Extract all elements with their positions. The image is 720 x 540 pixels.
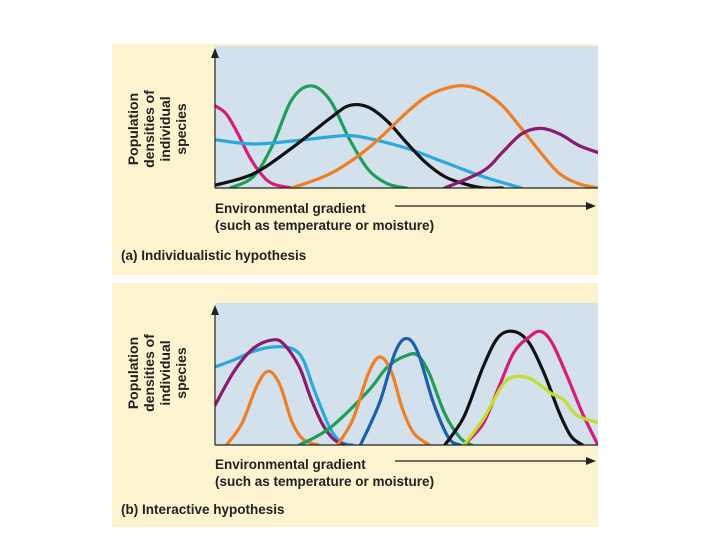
series-line-yellow-green — [462, 374, 598, 445]
panel-b-interactive: Population densities of individual speci… — [112, 283, 598, 527]
chart-b-plot — [211, 303, 598, 465]
y-axis-arrow — [211, 48, 219, 58]
panel-title: Interactive hypothesis — [142, 502, 285, 517]
series-line-orange — [290, 84, 598, 188]
x-label-line: Environmental gradient — [215, 457, 366, 472]
series-line-purple — [215, 338, 347, 445]
gradient-arrow-head — [586, 202, 596, 210]
x-axis-label: Environmental gradient (such as temperat… — [215, 200, 434, 234]
series-line-orange-1 — [224, 369, 320, 445]
panel-label: (b) — [121, 502, 139, 517]
x-axis-label: Environmental gradient (such as temperat… — [215, 456, 434, 490]
series-line-dark-blue — [358, 336, 462, 445]
panel-a-individualistic: Population densities of individual speci… — [112, 44, 598, 275]
y-axis-arrow — [211, 305, 219, 315]
chart-a-plot — [211, 46, 598, 210]
series-line-green — [228, 84, 409, 188]
series-line-purple — [443, 126, 598, 188]
x-label-line: Environmental gradient — [215, 201, 366, 216]
series-line-orange-2 — [336, 355, 432, 445]
x-label-line: (such as temperature or moisture) — [215, 474, 435, 489]
series-line-light-blue — [215, 133, 523, 188]
plot-area — [215, 46, 598, 188]
series-line-black — [215, 102, 504, 188]
panel-title: Individualistic hypothesis — [141, 248, 307, 263]
series-line-light-blue — [215, 345, 355, 445]
series-line-black — [443, 329, 585, 445]
series-line-green — [297, 352, 474, 445]
panel-caption: (b) Interactive hypothesis — [121, 502, 285, 517]
x-label-line: (such as temperature or moisture) — [215, 218, 435, 233]
series-line-magenta — [215, 104, 294, 188]
panel-caption: (a) Individualistic hypothesis — [121, 248, 306, 263]
gradient-arrow-head — [586, 457, 596, 465]
panel-label: (a) — [121, 248, 138, 263]
